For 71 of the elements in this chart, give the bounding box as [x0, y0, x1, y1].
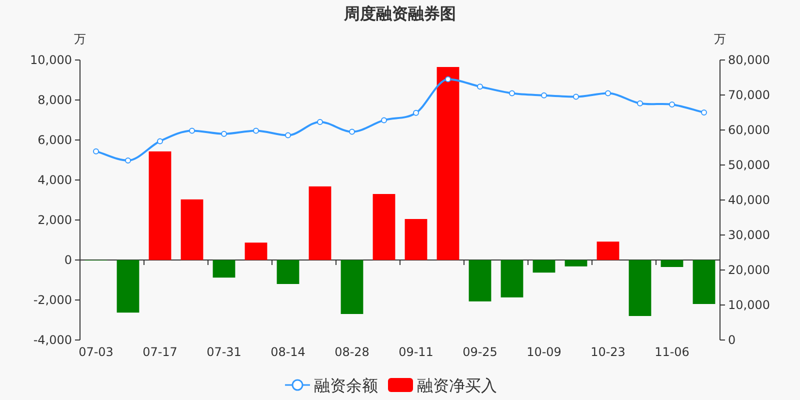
point — [605, 90, 611, 96]
y2-tick-label: 70,000 — [728, 88, 770, 102]
point — [413, 110, 419, 116]
y2-tick-label: 80,000 — [728, 53, 770, 67]
x-tick-label: 10-09 — [526, 345, 562, 359]
y2-tick-label: 0 — [728, 333, 736, 347]
y2-tick-label: 10,000 — [728, 298, 770, 312]
y2-axis-title: 万 — [714, 32, 726, 46]
bar — [564, 260, 588, 266]
bar — [116, 260, 140, 313]
y-tick-label: -2,000 — [33, 293, 72, 307]
point — [253, 128, 259, 134]
point — [701, 110, 707, 116]
bar — [596, 242, 620, 260]
bar — [180, 199, 204, 260]
bar — [628, 260, 652, 316]
point — [381, 117, 387, 124]
x-tick-label: 10-23 — [590, 345, 626, 359]
point — [541, 92, 547, 98]
y2-tick-label: 60,000 — [728, 123, 770, 137]
point — [221, 130, 227, 137]
point — [349, 128, 355, 135]
y-tick-label: 2,000 — [38, 213, 72, 227]
point — [157, 138, 163, 144]
x-tick-label: 09-25 — [462, 345, 498, 359]
x-tick-label: 11-06 — [654, 345, 690, 359]
chart-title: 周度融资融券图 — [343, 4, 456, 23]
point — [573, 94, 579, 100]
bar — [372, 194, 396, 260]
x-tick-label: 07-17 — [142, 345, 178, 359]
bar — [468, 260, 492, 302]
bar — [436, 67, 460, 260]
x-tick-label: 07-03 — [78, 345, 114, 359]
y2-tick-label: 20,000 — [728, 263, 770, 277]
point — [445, 76, 451, 82]
y-tick-label: -4,000 — [33, 333, 72, 347]
y2-tick-label: 30,000 — [728, 228, 770, 242]
point — [125, 157, 131, 164]
bar — [244, 242, 268, 260]
x-tick-label: 08-28 — [334, 345, 370, 359]
bar — [148, 151, 172, 260]
legend-label: 融资余额 — [314, 376, 378, 395]
bar — [660, 260, 684, 267]
y-tick-label: 4,000 — [38, 173, 72, 187]
point — [669, 101, 675, 108]
point — [93, 148, 99, 154]
point — [189, 128, 195, 134]
bar — [212, 260, 236, 278]
y-axis-title: 万 — [74, 32, 86, 46]
bar — [276, 260, 300, 284]
y-tick-label: 0 — [64, 253, 72, 267]
x-tick-label: 07-31 — [206, 345, 242, 359]
point — [637, 100, 643, 106]
legend-label: 融资净买入 — [417, 376, 497, 395]
x-tick-label: 08-14 — [270, 345, 306, 359]
bar — [532, 260, 556, 273]
y-tick-label: 10,000 — [30, 53, 72, 67]
bar — [340, 260, 364, 314]
y2-tick-label: 40,000 — [728, 193, 770, 207]
point — [509, 90, 515, 96]
point — [285, 132, 291, 138]
y-tick-label: 8,000 — [38, 93, 72, 107]
point — [317, 118, 323, 125]
y2-tick-label: 50,000 — [728, 158, 770, 172]
x-tick-label: 09-11 — [398, 345, 434, 359]
bar — [692, 260, 716, 304]
bar — [500, 260, 524, 298]
point — [477, 84, 483, 90]
bar — [308, 186, 332, 260]
bar — [404, 219, 428, 260]
y-tick-label: 6,000 — [38, 133, 72, 147]
